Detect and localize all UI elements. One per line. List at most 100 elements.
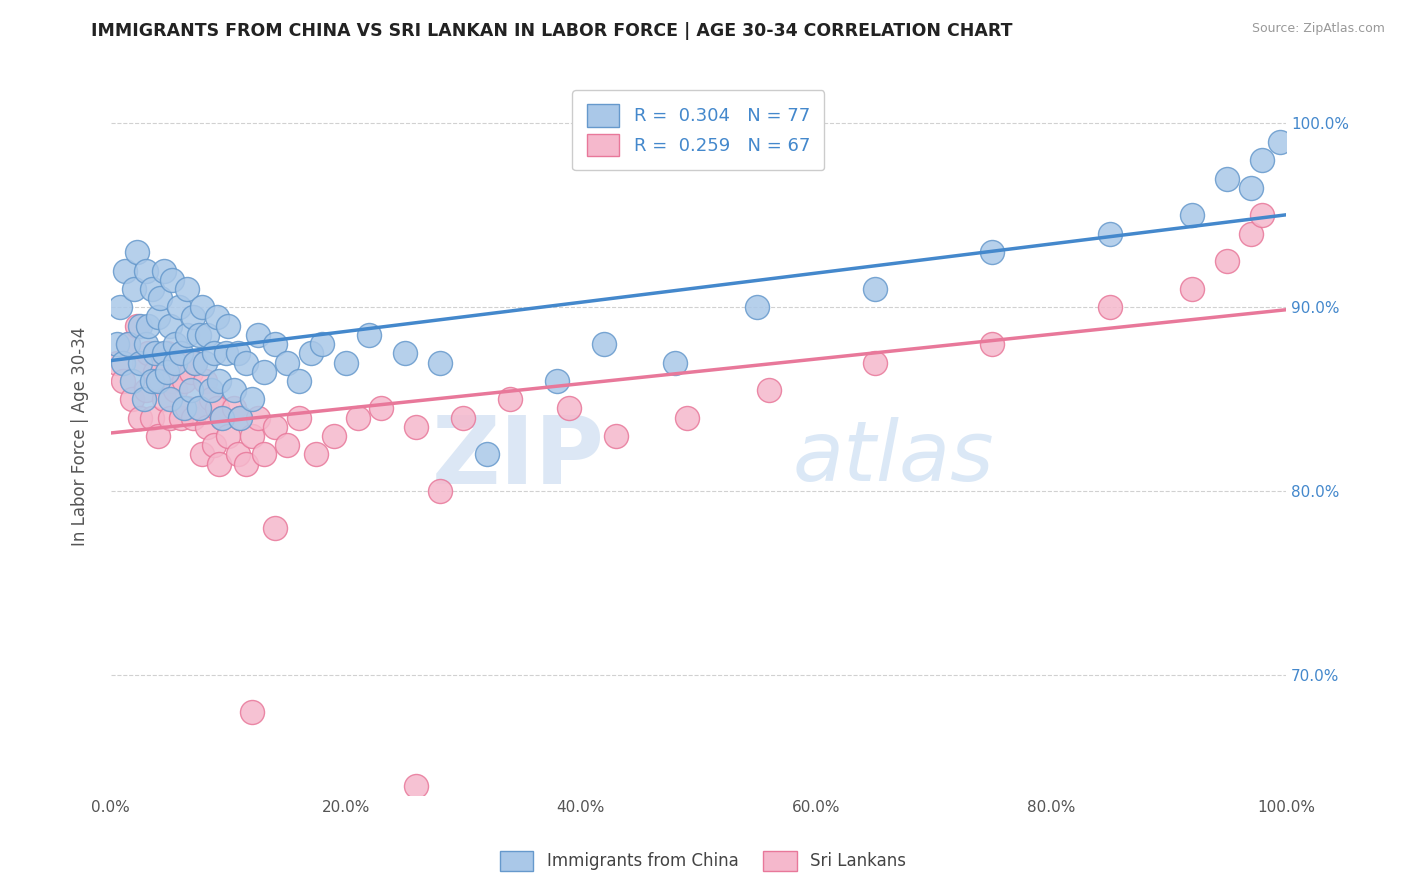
Point <box>288 410 311 425</box>
Legend: R =  0.304   N = 77, R =  0.259   N = 67: R = 0.304 N = 77, R = 0.259 N = 67 <box>572 90 824 170</box>
Point <box>165 337 187 351</box>
Point <box>202 438 225 452</box>
Point <box>758 383 780 397</box>
Point <box>138 318 160 333</box>
Point <box>135 383 157 397</box>
Point <box>132 392 155 407</box>
Point <box>170 346 193 360</box>
Point <box>167 301 190 315</box>
Point <box>194 374 217 388</box>
Point <box>405 779 427 793</box>
Point <box>745 301 768 315</box>
Point <box>170 410 193 425</box>
Point <box>1216 254 1239 268</box>
Point <box>117 337 139 351</box>
Point <box>176 282 198 296</box>
Point <box>159 392 181 407</box>
Point <box>394 346 416 360</box>
Point <box>165 355 187 369</box>
Point <box>276 438 298 452</box>
Point <box>200 383 222 397</box>
Point <box>605 429 627 443</box>
Point <box>359 327 381 342</box>
Point <box>664 355 686 369</box>
Y-axis label: In Labor Force | Age 30-34: In Labor Force | Age 30-34 <box>72 326 89 546</box>
Point <box>125 245 148 260</box>
Point <box>346 410 368 425</box>
Point <box>217 429 239 443</box>
Point <box>215 346 238 360</box>
Point <box>195 327 218 342</box>
Point <box>558 401 581 416</box>
Point <box>176 401 198 416</box>
Point <box>1098 227 1121 241</box>
Point <box>429 484 451 499</box>
Point <box>1268 135 1291 149</box>
Point <box>1251 153 1274 168</box>
Point <box>1181 282 1204 296</box>
Point <box>208 374 231 388</box>
Point <box>1216 171 1239 186</box>
Point <box>176 327 198 342</box>
Point <box>146 429 169 443</box>
Point <box>240 392 263 407</box>
Point <box>187 327 209 342</box>
Point <box>132 355 155 369</box>
Point <box>229 410 252 425</box>
Point <box>111 374 134 388</box>
Point <box>208 457 231 471</box>
Point <box>187 401 209 416</box>
Point <box>1240 181 1263 195</box>
Point <box>405 420 427 434</box>
Point <box>224 401 246 416</box>
Point <box>149 291 172 305</box>
Point <box>1240 227 1263 241</box>
Point <box>121 374 143 388</box>
Point <box>152 263 174 277</box>
Point <box>299 346 322 360</box>
Point <box>246 410 269 425</box>
Point <box>129 410 152 425</box>
Point <box>141 282 163 296</box>
Point <box>181 310 204 324</box>
Point <box>1251 208 1274 222</box>
Point <box>240 429 263 443</box>
Point <box>117 337 139 351</box>
Text: atlas: atlas <box>793 417 994 498</box>
Point <box>863 282 886 296</box>
Point <box>429 355 451 369</box>
Point <box>335 355 357 369</box>
Point <box>141 410 163 425</box>
Point <box>546 374 568 388</box>
Text: ZIP: ZIP <box>432 411 605 504</box>
Point <box>863 355 886 369</box>
Point <box>160 374 183 388</box>
Point <box>187 401 209 416</box>
Point <box>264 337 287 351</box>
Point <box>165 383 187 397</box>
Point <box>114 263 136 277</box>
Point <box>1098 301 1121 315</box>
Point <box>205 310 228 324</box>
Point <box>311 337 333 351</box>
Point <box>160 273 183 287</box>
Point <box>252 365 274 379</box>
Point <box>276 355 298 369</box>
Text: Source: ZipAtlas.com: Source: ZipAtlas.com <box>1251 22 1385 36</box>
Point <box>122 282 145 296</box>
Point <box>173 401 195 416</box>
Point <box>191 447 214 461</box>
Point <box>105 355 128 369</box>
Point <box>235 457 257 471</box>
Point <box>146 310 169 324</box>
Point <box>167 355 190 369</box>
Legend: Immigrants from China, Sri Lankans: Immigrants from China, Sri Lankans <box>492 842 914 880</box>
Point <box>152 346 174 360</box>
Point <box>305 447 328 461</box>
Point <box>1181 208 1204 222</box>
Point <box>184 355 207 369</box>
Point <box>138 346 160 360</box>
Point <box>453 410 475 425</box>
Point <box>195 420 218 434</box>
Point <box>125 318 148 333</box>
